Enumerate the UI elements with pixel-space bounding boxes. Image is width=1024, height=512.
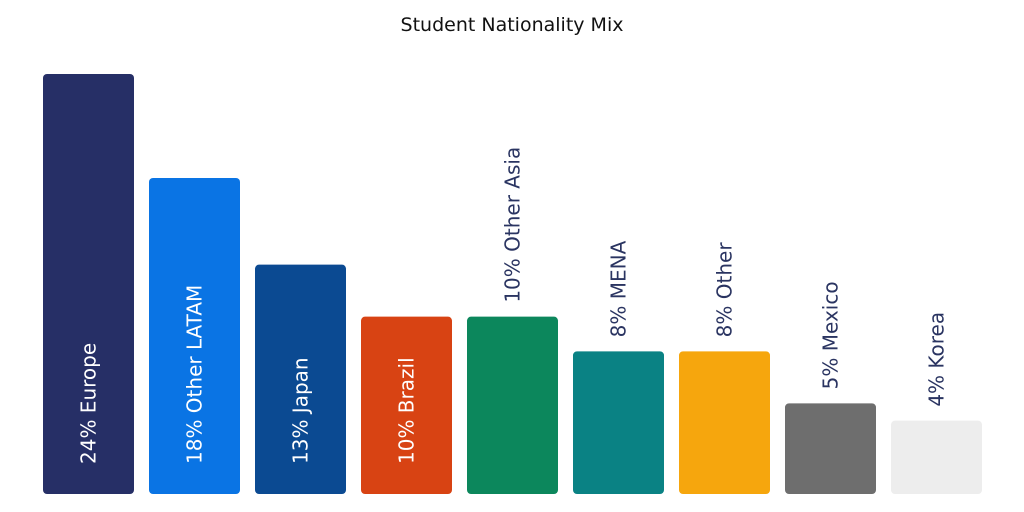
bar-label-mena: 8% MENA bbox=[607, 240, 631, 337]
bar-label-other: 8% Other bbox=[713, 242, 737, 338]
bar-europe bbox=[43, 74, 134, 494]
bar-other-latam bbox=[149, 178, 240, 494]
bar-japan bbox=[255, 264, 346, 494]
bar-label-korea: 4% Korea bbox=[925, 312, 949, 407]
bar-label-brazil: 10% Brazil bbox=[395, 357, 419, 464]
bar-mexico bbox=[785, 403, 876, 494]
labels-group: 24% Europe 18% Other LATAM 13% Japan 10% Br… bbox=[77, 147, 949, 464]
bar-korea bbox=[891, 420, 982, 494]
bar-label-other-asia: 10% Other Asia bbox=[501, 147, 525, 303]
bar-label-other-latam: 18% Other LATAM bbox=[183, 285, 207, 464]
bar-mena bbox=[573, 351, 664, 494]
bar-other bbox=[679, 351, 770, 494]
bar-other-asia bbox=[467, 316, 558, 494]
bars-group bbox=[43, 74, 982, 494]
bar-label-mexico: 5% Mexico bbox=[819, 281, 843, 389]
chart-title: Student Nationality Mix bbox=[400, 14, 624, 36]
bar-label-europe: 24% Europe bbox=[77, 343, 101, 464]
bar-label-japan: 13% Japan bbox=[289, 357, 313, 464]
bar-brazil bbox=[361, 316, 452, 494]
